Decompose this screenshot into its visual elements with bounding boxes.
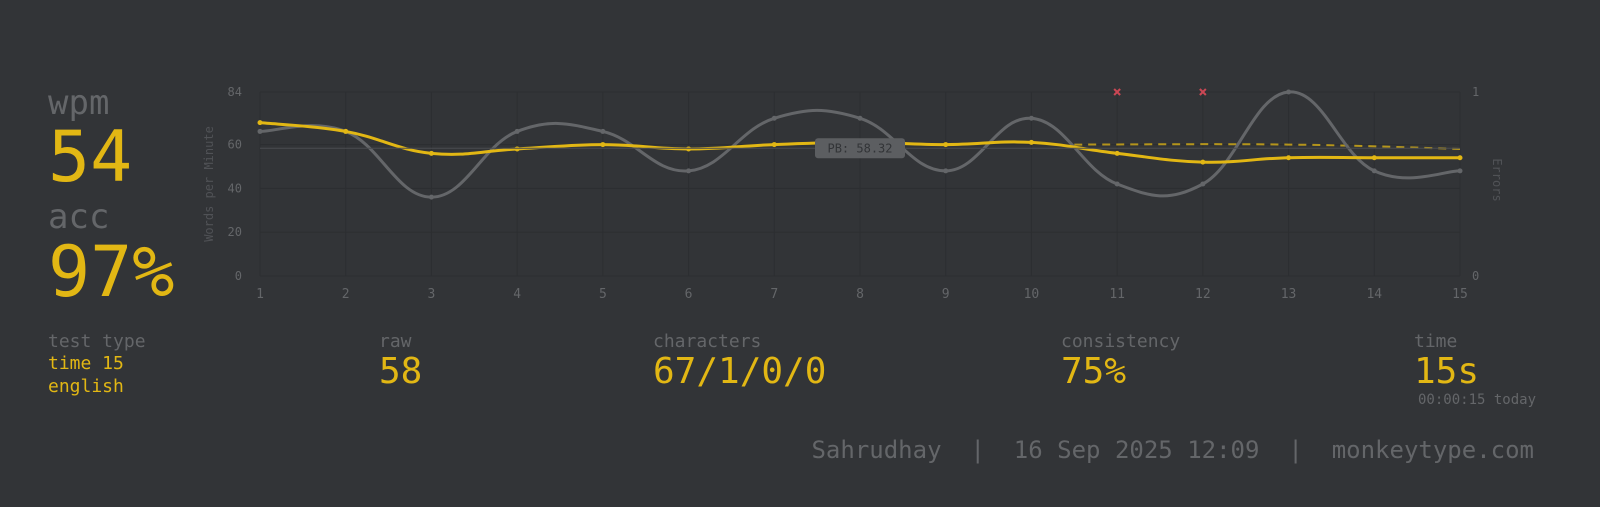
y-axis-title: Words per Minute — [202, 126, 216, 242]
x-tick-label: 4 — [513, 287, 521, 302]
x-tick-label: 13 — [1281, 287, 1297, 302]
x-tick-label: 11 — [1109, 287, 1125, 302]
wpm-point — [771, 142, 777, 148]
wpm-point — [1286, 155, 1292, 161]
error-marker — [1199, 88, 1207, 96]
x-tick-label: 7 — [770, 287, 778, 302]
pb-annotation-label: PB: 58.32 — [827, 141, 892, 155]
x-tick-label: 14 — [1366, 287, 1382, 302]
result-footer: Sahrudhay | 16 Sep 2025 12:09 | monkeyty… — [811, 436, 1534, 464]
wpm-point — [1457, 155, 1463, 161]
y-tick-label: 20 — [228, 225, 242, 239]
consistency-label: consistency — [1061, 331, 1181, 352]
raw-point — [771, 115, 777, 121]
x-tick-label: 6 — [685, 287, 693, 302]
x-tick-label: 9 — [942, 287, 950, 302]
accuracy-value[interactable]: 97% — [48, 231, 175, 313]
consistency-value[interactable]: 75% — [1061, 351, 1127, 392]
raw-value[interactable]: 58 — [379, 351, 423, 392]
x-tick-label: 15 — [1452, 287, 1468, 302]
time-stat: time 15s — [1414, 332, 1479, 392]
wpm-value[interactable]: 54 — [48, 116, 133, 198]
test-type-stat: test type time 15 english — [48, 332, 146, 398]
wpm-point — [600, 142, 606, 148]
y2-tick-label: 0 — [1472, 269, 1479, 283]
raw-point — [428, 194, 434, 200]
wpm-point — [1114, 150, 1120, 156]
y-tick-label: 40 — [228, 181, 242, 195]
raw-point — [514, 128, 520, 134]
wpm-point — [343, 128, 349, 134]
y2-axis-title: Errors — [1490, 158, 1504, 201]
wpm-point — [428, 150, 434, 156]
pb-annotation-box — [815, 138, 905, 159]
raw-point — [257, 128, 263, 134]
y-tick-label: 0 — [235, 269, 242, 283]
characters-value[interactable]: 67/1/0/0 — [653, 351, 827, 392]
error-marker — [1113, 88, 1121, 96]
test-type-mode[interactable]: time 15 — [48, 353, 124, 374]
characters-label: characters — [653, 331, 762, 352]
raw-label: raw — [379, 331, 412, 352]
time-value[interactable]: 15s — [1414, 351, 1480, 392]
wpm-point — [943, 142, 949, 148]
raw-point — [1457, 168, 1463, 174]
raw-point — [686, 168, 692, 174]
raw-point — [1286, 89, 1292, 95]
x-tick-label: 5 — [599, 287, 607, 302]
raw-stat: raw 58 — [379, 332, 422, 392]
x-tick-label: 8 — [856, 287, 864, 302]
footer-separator: | — [1288, 436, 1303, 464]
y-tick-label: 60 — [228, 138, 242, 152]
wpm-point — [1200, 159, 1206, 165]
consistency-stat: consistency 75% — [1061, 332, 1180, 392]
raw-point — [1114, 181, 1120, 187]
wpm-point — [686, 146, 692, 152]
footer-separator: | — [970, 436, 985, 464]
raw-point — [1371, 168, 1377, 174]
trend-line — [1074, 143, 1461, 150]
footer-user: Sahrudhay — [811, 436, 942, 464]
x-tick-label: 2 — [342, 287, 350, 302]
raw-point — [943, 168, 949, 174]
footer-datetime: 16 Sep 2025 12:09 — [1013, 436, 1260, 464]
y2-tick-label: 1 — [1472, 85, 1479, 99]
wpm-label: wpm — [48, 83, 110, 123]
test-type-label: test type — [48, 331, 146, 352]
wpm-point — [514, 146, 520, 152]
wpm-point — [1371, 155, 1377, 161]
raw-point — [1200, 181, 1206, 187]
test-type-language[interactable]: english — [48, 376, 124, 397]
wpm-point — [257, 120, 263, 126]
raw-point — [857, 115, 863, 121]
accuracy-label: acc — [48, 197, 110, 237]
wpm-point — [1028, 139, 1034, 145]
raw-series-line — [259, 90, 1461, 199]
time-subtext: 00:00:15 today — [1418, 392, 1537, 408]
x-tick-label: 3 — [428, 287, 436, 302]
raw-point — [600, 128, 606, 134]
x-tick-label: 1 — [256, 287, 264, 302]
footer-site: monkeytype.com — [1331, 436, 1534, 464]
raw-point — [1028, 115, 1034, 121]
x-tick-label: 12 — [1195, 287, 1211, 302]
characters-stat: characters 67/1/0/0 — [653, 332, 826, 392]
time-label: time — [1414, 331, 1458, 352]
y-tick-label: 84 — [228, 85, 242, 99]
x-tick-label: 10 — [1024, 287, 1040, 302]
